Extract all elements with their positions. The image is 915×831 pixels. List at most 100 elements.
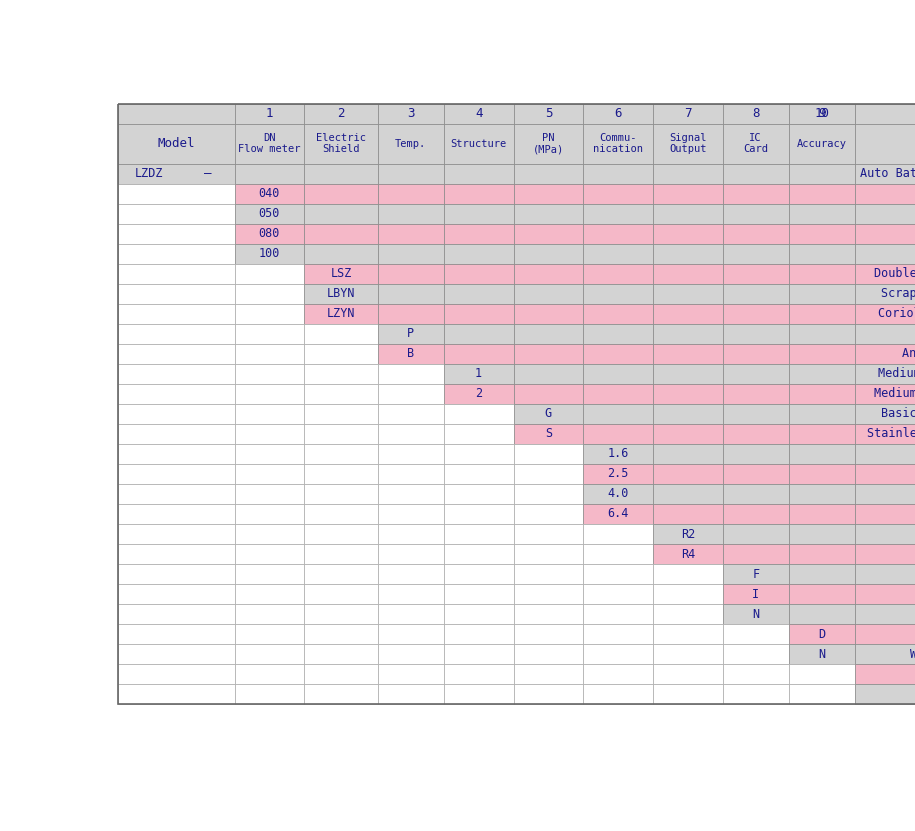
Bar xyxy=(789,604,855,624)
Bar xyxy=(583,464,653,484)
Bar xyxy=(855,164,915,184)
Bar xyxy=(305,164,378,184)
Bar xyxy=(789,384,855,404)
Text: Accuracy: Accuracy xyxy=(797,139,846,149)
Bar xyxy=(513,204,583,224)
Bar xyxy=(513,444,583,464)
Bar xyxy=(583,684,653,704)
Text: Without IC Card: Without IC Card xyxy=(910,647,915,661)
Bar xyxy=(855,364,915,384)
Bar xyxy=(305,124,378,164)
Bar xyxy=(583,404,653,424)
Bar xyxy=(234,283,305,304)
Bar xyxy=(378,524,444,544)
Bar xyxy=(653,404,723,424)
Text: Coriolis Mass Flow meter: Coriolis Mass Flow meter xyxy=(877,307,915,320)
Text: N: N xyxy=(818,647,825,661)
Bar xyxy=(118,364,234,384)
Bar xyxy=(723,164,789,184)
Bar xyxy=(723,404,789,424)
Bar xyxy=(378,364,444,384)
Bar xyxy=(513,384,583,404)
Bar xyxy=(444,584,513,604)
Bar xyxy=(789,524,855,544)
Bar xyxy=(855,224,915,243)
Bar xyxy=(513,164,583,184)
Text: F: F xyxy=(752,568,759,581)
Text: Double Rotator Flow meter: Double Rotator Flow meter xyxy=(874,268,915,280)
Bar xyxy=(305,424,378,444)
Bar xyxy=(378,664,444,684)
Bar xyxy=(855,564,915,584)
Text: 4: 4 xyxy=(475,107,482,120)
Bar xyxy=(513,644,583,664)
Bar xyxy=(444,364,513,384)
Bar xyxy=(234,184,305,204)
Bar xyxy=(305,664,378,684)
Bar xyxy=(855,344,915,364)
Bar xyxy=(789,104,855,124)
Bar xyxy=(653,324,723,344)
Bar xyxy=(855,384,915,404)
Bar xyxy=(583,424,653,444)
Bar xyxy=(723,124,789,164)
Bar xyxy=(234,304,305,324)
Bar xyxy=(855,184,915,204)
Bar xyxy=(789,484,855,504)
Bar xyxy=(855,464,915,484)
Bar xyxy=(789,283,855,304)
Bar xyxy=(513,524,583,544)
Bar xyxy=(513,304,583,324)
Text: LBYN: LBYN xyxy=(327,288,355,300)
Bar xyxy=(723,584,789,604)
Bar xyxy=(583,243,653,263)
Bar xyxy=(118,263,234,283)
Bar xyxy=(234,544,305,564)
Bar xyxy=(583,364,653,384)
Bar xyxy=(378,564,444,584)
Bar xyxy=(305,684,378,704)
Bar xyxy=(444,304,513,324)
Bar xyxy=(305,504,378,524)
Text: 10: 10 xyxy=(814,107,829,120)
Bar xyxy=(855,124,915,164)
Bar xyxy=(855,444,915,464)
Bar xyxy=(118,464,234,484)
Bar xyxy=(583,484,653,504)
Bar xyxy=(513,424,583,444)
Bar xyxy=(855,544,915,564)
Bar xyxy=(444,544,513,564)
Bar xyxy=(444,404,513,424)
Bar xyxy=(855,524,915,544)
Bar xyxy=(378,544,444,564)
Bar xyxy=(118,664,234,684)
Bar xyxy=(378,504,444,524)
Bar xyxy=(653,364,723,384)
Bar xyxy=(653,584,723,604)
Text: 9: 9 xyxy=(818,107,825,120)
Text: D: D xyxy=(818,627,825,641)
Bar xyxy=(653,604,723,624)
Bar xyxy=(118,484,234,504)
Bar xyxy=(378,644,444,664)
Bar xyxy=(653,243,723,263)
Bar xyxy=(789,684,855,704)
Bar xyxy=(444,664,513,684)
Bar xyxy=(653,424,723,444)
Bar xyxy=(118,524,234,544)
Bar xyxy=(789,664,855,684)
Bar xyxy=(444,384,513,404)
Text: 4.0: 4.0 xyxy=(608,488,629,500)
Text: 1.6: 1.6 xyxy=(608,447,629,460)
Bar xyxy=(444,164,513,184)
Bar xyxy=(653,384,723,404)
Bar xyxy=(789,164,855,184)
Bar xyxy=(305,384,378,404)
Text: Basic type (Cast steel): Basic type (Cast steel) xyxy=(881,407,915,420)
Bar xyxy=(583,204,653,224)
Bar xyxy=(723,283,789,304)
Bar xyxy=(789,584,855,604)
Text: 5: 5 xyxy=(544,107,552,120)
Bar xyxy=(513,544,583,564)
Bar xyxy=(855,243,915,263)
